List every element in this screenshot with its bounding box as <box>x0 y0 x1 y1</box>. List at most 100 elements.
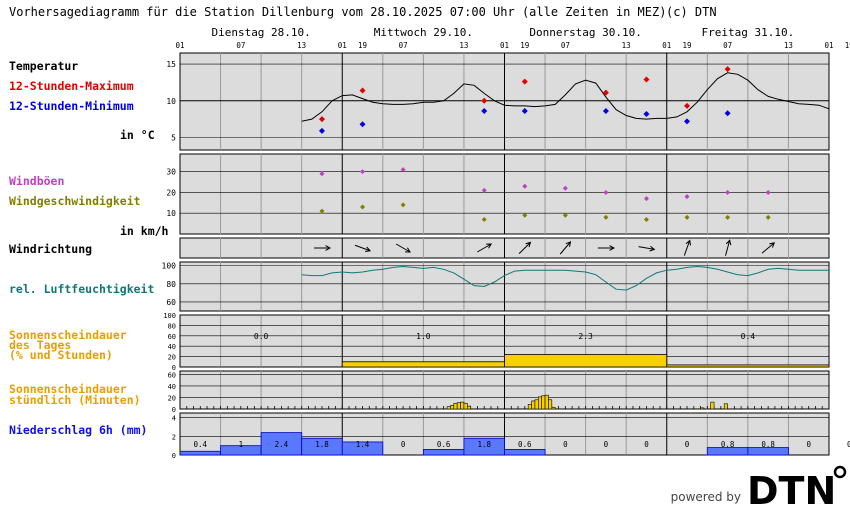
sun-daily-tick: 0 <box>172 364 176 372</box>
precip-value: 0 <box>563 440 568 449</box>
precip-value: 0.8 <box>721 440 735 449</box>
sun-daily-tick: 40 <box>168 343 176 351</box>
hour-tick: 01 <box>662 41 671 50</box>
precip-value: 0.6 <box>518 440 532 449</box>
sun-hourly-bar <box>541 395 546 410</box>
sun-hourly-tick: 40 <box>168 383 176 391</box>
wind-gusts-point <box>400 167 406 173</box>
label-sun-hourly-2: stündlich (Minuten) <box>9 393 141 407</box>
precip-value: 1.8 <box>477 440 491 449</box>
wind-speed-point <box>684 214 690 220</box>
temp-min-point <box>481 108 488 115</box>
wind-tick: 30 <box>166 168 176 177</box>
precip-value: 0 <box>847 440 850 449</box>
sun-daily-tick: 80 <box>168 322 176 330</box>
label-sun-daily-2: des Tages <box>9 338 71 352</box>
wind-gusts-point <box>319 171 325 177</box>
sun-hourly-bar <box>460 401 465 410</box>
day-label: Donnerstag 30.10. <box>529 26 642 39</box>
wind-speed-point <box>643 216 649 222</box>
sun-hourly-bar <box>467 405 471 410</box>
hour-tick: 19 <box>520 41 529 50</box>
precip-value: 0.4 <box>194 440 208 449</box>
temp-min-point <box>602 108 609 115</box>
label-sun-daily-3: (% und Stunden) <box>9 348 113 362</box>
label-min: 12-Stunden-Minimum <box>9 99 134 113</box>
precip-value: 0 <box>806 440 811 449</box>
temp-max-point <box>481 97 488 104</box>
wind-gusts-point <box>643 196 649 202</box>
humidity-tick: 100 <box>162 262 177 271</box>
sun-hourly-bar <box>534 399 539 410</box>
precip-value: 1 <box>239 440 244 449</box>
precip-value: 1.4 <box>356 440 370 449</box>
temp-max-point <box>318 116 325 123</box>
hour-tick: 01 <box>824 41 833 50</box>
wind-gusts-point <box>522 183 528 189</box>
temp-tick: 5 <box>171 134 176 143</box>
sun-daily-value: 1.0 <box>416 332 431 341</box>
temp-max-point <box>724 66 731 73</box>
sun-daily-value: 0.0 <box>254 332 269 341</box>
temp-max-point <box>602 89 609 96</box>
sun-daily-value: 0.4 <box>741 332 756 341</box>
precip-bar <box>463 437 505 456</box>
hour-tick: 01 <box>338 41 347 50</box>
sun-hourly-bar <box>723 403 728 410</box>
label-temperature: Temperatur <box>9 59 78 73</box>
label-sun-hourly-1: Sonnenscheindauer <box>9 382 127 396</box>
hour-tick: 13 <box>297 41 306 50</box>
sun-daily-tick: 20 <box>168 354 176 362</box>
day-label: Dienstag 28.10. <box>211 26 310 39</box>
copyright: (c) DTN <box>666 5 717 19</box>
wind-gusts-point <box>684 194 690 200</box>
wind-speed-point <box>522 212 528 218</box>
sun-daily-bar <box>666 364 830 368</box>
sun-hourly-bar <box>551 406 556 410</box>
wind-direction-arrow <box>725 239 732 256</box>
label-wind-speed: Windgeschwindigkeit <box>9 194 141 208</box>
sun-hourly-bar <box>710 401 715 410</box>
temp-min-point <box>684 118 691 125</box>
sun-hourly-bar <box>453 402 458 410</box>
wind-speed-point <box>481 216 487 222</box>
temp-max-point <box>521 78 528 85</box>
hour-tick: 19 <box>845 41 850 50</box>
wind-direction-arrow <box>683 239 692 256</box>
label-wind-unit: in km/h <box>120 224 169 238</box>
humidity-line <box>301 265 829 291</box>
temp-max-point <box>643 76 650 83</box>
temp-tick: 10 <box>166 97 176 106</box>
sun-hourly-bar <box>446 406 451 410</box>
wind-gusts-point <box>603 189 609 195</box>
dtn-logo: DTN <box>747 469 836 513</box>
temp-max-point <box>684 102 691 109</box>
temp-min-point <box>724 110 731 117</box>
sun-hourly-bar <box>531 400 536 410</box>
wind-direction-arrow <box>597 245 615 251</box>
temp-min-point <box>643 110 650 117</box>
temp-max-point <box>359 87 366 94</box>
hour-tick: 07 <box>723 41 732 50</box>
wind-direction-arrow <box>354 244 372 252</box>
sun-hourly-bar <box>450 405 455 410</box>
sun-daily-bar <box>504 354 668 368</box>
precip-bar <box>747 447 789 456</box>
hour-tick: 13 <box>784 41 793 50</box>
hour-tick: 07 <box>399 41 408 50</box>
sun-daily-tick: 60 <box>168 333 176 341</box>
label-temp-unit: in °C <box>120 128 155 142</box>
wind-speed-point <box>319 208 325 214</box>
hour-tick: 01 <box>500 41 509 50</box>
wind-direction-arrow <box>638 245 656 252</box>
sun-hourly-bar <box>463 402 468 410</box>
sun-hourly-bar <box>548 399 553 410</box>
temp-min-point <box>318 127 325 134</box>
precip-value: 0.8 <box>761 440 775 449</box>
label-humidity: rel. Luftfeuchtigkeit <box>9 282 154 296</box>
sun-hourly-bar <box>527 404 532 410</box>
logo-dot-icon <box>833 465 847 479</box>
temp-min-point <box>359 121 366 128</box>
humidity-tick: 80 <box>166 280 176 289</box>
